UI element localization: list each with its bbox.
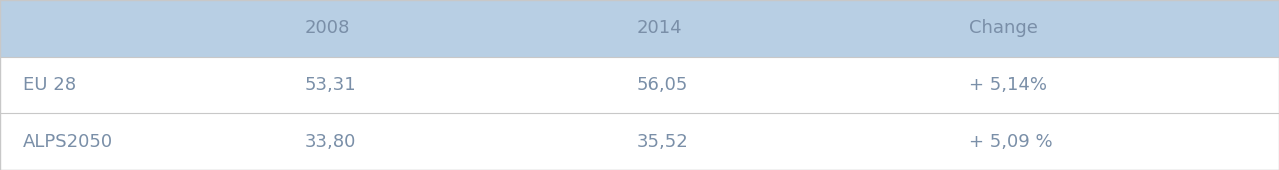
Text: EU 28: EU 28: [23, 76, 77, 94]
FancyBboxPatch shape: [0, 0, 1279, 57]
Text: + 5,09 %: + 5,09 %: [969, 133, 1053, 151]
Text: 2014: 2014: [637, 19, 683, 37]
FancyBboxPatch shape: [0, 113, 1279, 170]
Text: + 5,14%: + 5,14%: [969, 76, 1048, 94]
Text: 56,05: 56,05: [637, 76, 688, 94]
Text: Change: Change: [969, 19, 1039, 37]
Text: ALPS2050: ALPS2050: [23, 133, 113, 151]
Text: 33,80: 33,80: [304, 133, 356, 151]
Text: 35,52: 35,52: [637, 133, 688, 151]
Text: 53,31: 53,31: [304, 76, 356, 94]
Text: 2008: 2008: [304, 19, 349, 37]
FancyBboxPatch shape: [0, 57, 1279, 113]
